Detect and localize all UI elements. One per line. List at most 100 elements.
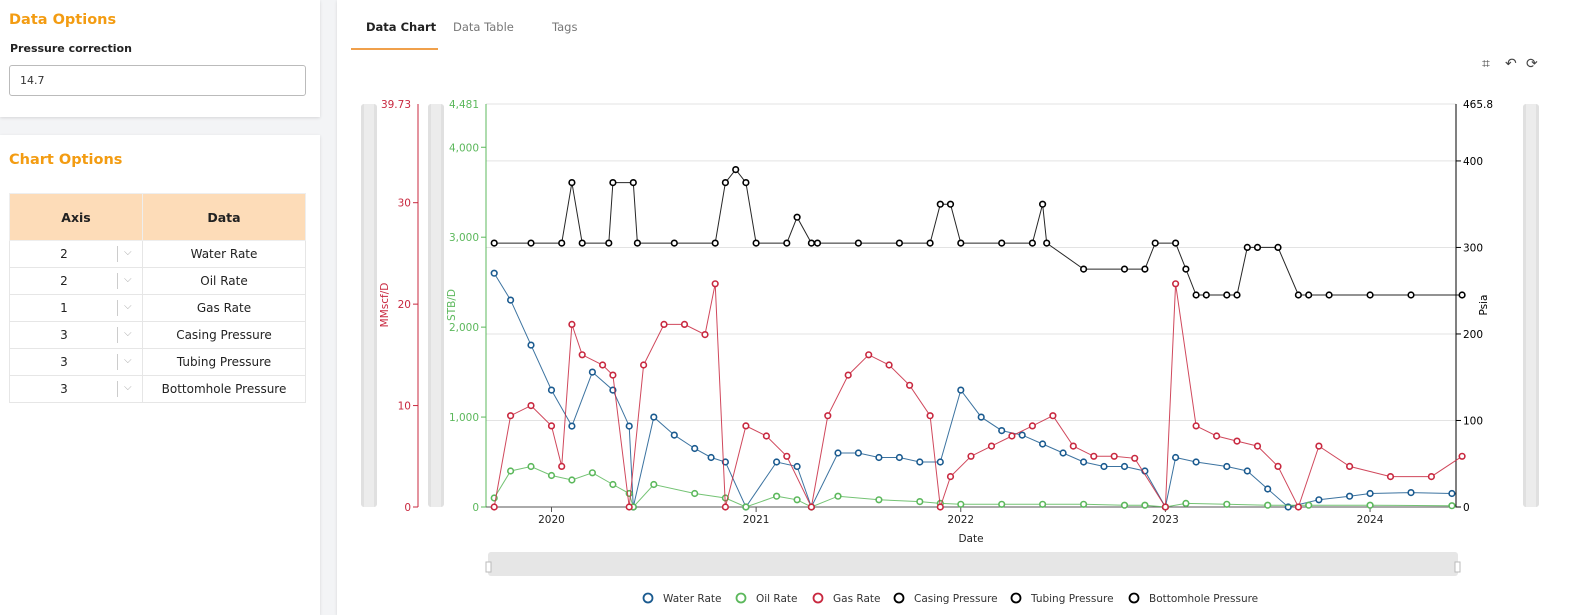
data-point[interactable] <box>946 200 955 208</box>
data-point[interactable] <box>772 492 781 500</box>
data-point[interactable] <box>1315 496 1323 504</box>
data-point[interactable] <box>783 452 791 460</box>
data-point[interactable] <box>807 239 816 247</box>
chevron-down-icon[interactable]: ⌵ <box>124 382 132 393</box>
axis-slider-2[interactable] <box>428 104 444 507</box>
data-point[interactable] <box>1038 500 1047 508</box>
data-point[interactable] <box>1120 501 1129 509</box>
data-point[interactable] <box>772 458 781 466</box>
data-point[interactable] <box>625 422 633 430</box>
data-point[interactable] <box>1253 243 1262 251</box>
data-point[interactable] <box>742 422 750 430</box>
data-point[interactable] <box>1366 501 1374 509</box>
data-point[interactable] <box>1151 239 1159 247</box>
data-point[interactable] <box>633 239 642 247</box>
data-point[interactable] <box>568 422 576 430</box>
data-point[interactable] <box>1366 291 1374 299</box>
data-point[interactable] <box>1090 452 1098 460</box>
data-point[interactable] <box>1182 265 1190 273</box>
pressure-correction-input[interactable] <box>9 65 306 96</box>
data-point[interactable] <box>1294 503 1302 511</box>
data-point[interactable] <box>1171 280 1180 288</box>
data-point[interactable] <box>1008 432 1016 440</box>
data-point[interactable] <box>721 179 730 187</box>
data-point[interactable] <box>1028 422 1036 430</box>
data-point[interactable] <box>588 368 597 376</box>
data-point[interactable] <box>946 473 955 481</box>
legend-item[interactable]: Tubing Pressure <box>1010 592 1114 605</box>
data-point[interactable] <box>936 200 944 208</box>
data-point[interactable] <box>1458 452 1466 460</box>
data-point[interactable] <box>711 280 719 288</box>
data-point[interactable] <box>527 402 535 410</box>
data-point[interactable] <box>1171 239 1180 247</box>
data-point[interactable] <box>588 469 597 477</box>
data-point[interactable] <box>660 320 668 329</box>
data-point[interactable] <box>680 320 689 329</box>
data-point[interactable] <box>650 413 658 421</box>
data-point[interactable] <box>926 239 934 247</box>
data-point[interactable] <box>1243 243 1251 251</box>
data-point[interactable] <box>527 462 535 471</box>
data-point[interactable] <box>507 467 515 475</box>
data-point[interactable] <box>629 179 637 187</box>
data-point[interactable] <box>957 239 965 247</box>
axis-slider-3[interactable] <box>1523 104 1539 507</box>
axis-select[interactable]: 2 ⌵ <box>9 267 143 295</box>
data-point[interactable] <box>1038 200 1047 208</box>
data-point[interactable] <box>1100 462 1108 471</box>
data-point[interactable] <box>1325 291 1333 299</box>
data-point[interactable] <box>1264 501 1272 509</box>
chevron-down-icon[interactable]: ⌵ <box>124 301 132 312</box>
data-point[interactable] <box>905 381 914 389</box>
data-point[interactable] <box>1069 442 1077 450</box>
data-point[interactable] <box>670 431 678 439</box>
data-point[interactable] <box>1253 442 1262 450</box>
tab-data-table[interactable]: Data Table <box>453 20 514 34</box>
data-point[interactable] <box>793 496 801 504</box>
data-point[interactable] <box>793 213 801 221</box>
data-point[interactable] <box>547 386 556 394</box>
legend-item[interactable]: Casing Pressure <box>893 592 998 605</box>
data-point[interactable] <box>1427 473 1435 481</box>
legend-item[interactable]: Gas Rate <box>812 592 881 605</box>
data-point[interactable] <box>854 239 863 247</box>
data-point[interactable] <box>1274 462 1282 471</box>
data-point[interactable] <box>1243 467 1251 475</box>
data-point[interactable] <box>998 500 1006 508</box>
data-point[interactable] <box>844 371 852 379</box>
data-point[interactable] <box>707 453 715 462</box>
data-point[interactable] <box>936 503 944 511</box>
data-point[interactable] <box>1079 500 1088 508</box>
data-point[interactable] <box>1120 265 1129 273</box>
data-point[interactable] <box>1131 454 1139 462</box>
data-point[interactable] <box>885 361 893 369</box>
data-point[interactable] <box>609 371 617 379</box>
back-icon[interactable]: ↶ <box>1505 56 1517 72</box>
data-point[interactable] <box>807 503 816 511</box>
data-point[interactable] <box>895 453 904 462</box>
data-point[interactable] <box>1448 489 1456 498</box>
axis-select[interactable]: 3 ⌵ <box>9 348 143 376</box>
data-point[interactable] <box>1120 462 1129 471</box>
data-point[interactable] <box>998 427 1006 435</box>
data-point[interactable] <box>742 503 750 511</box>
data-point[interactable] <box>742 179 750 187</box>
data-point[interactable] <box>1274 243 1282 251</box>
data-point[interactable] <box>578 351 586 359</box>
data-point[interactable] <box>547 422 556 430</box>
data-point[interactable] <box>998 239 1006 247</box>
data-point[interactable] <box>1192 422 1200 430</box>
data-point[interactable] <box>547 471 556 480</box>
data-point[interactable] <box>1161 503 1169 511</box>
chevron-down-icon[interactable]: ⌵ <box>124 274 132 285</box>
data-point[interactable] <box>711 239 719 247</box>
data-point[interactable] <box>1049 412 1057 420</box>
data-point[interactable] <box>1315 442 1323 450</box>
data-point[interactable] <box>783 239 791 247</box>
chevron-down-icon[interactable]: ⌵ <box>124 355 132 366</box>
data-point[interactable] <box>558 462 566 471</box>
data-point[interactable] <box>875 453 883 462</box>
data-point[interactable] <box>762 432 771 440</box>
data-point[interactable] <box>578 239 586 247</box>
